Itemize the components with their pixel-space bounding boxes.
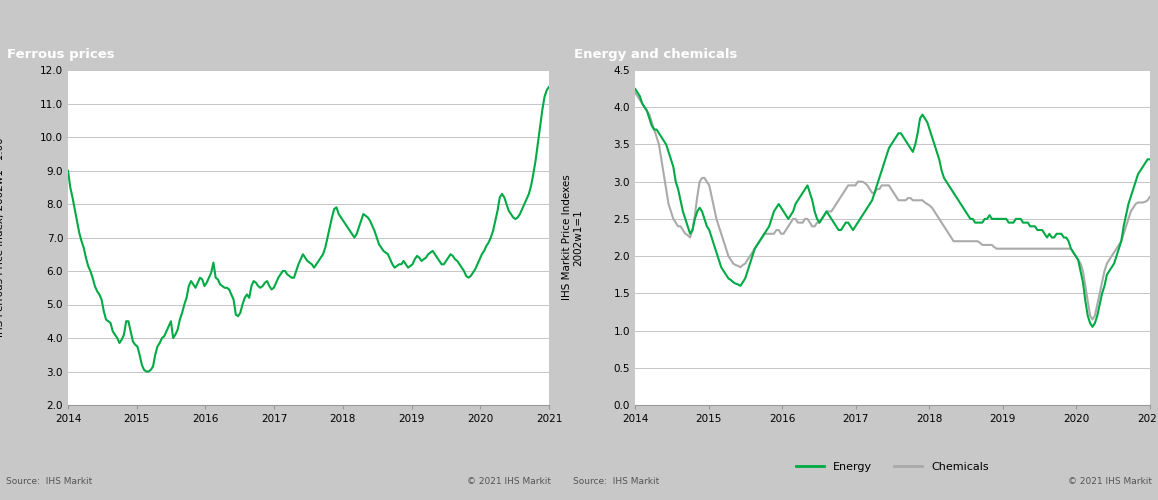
Legend: Energy, Chemicals: Energy, Chemicals xyxy=(792,458,994,476)
Text: © 2021 IHS Markit: © 2021 IHS Markit xyxy=(467,478,551,486)
Text: Energy and chemicals: Energy and chemicals xyxy=(574,48,738,61)
Y-axis label: IHS Markit Price Indexes
2002w1=1: IHS Markit Price Indexes 2002w1=1 xyxy=(562,174,584,300)
Text: © 2021 IHS Markit: © 2021 IHS Markit xyxy=(1068,478,1152,486)
Y-axis label: IHS Ferrous Price Index, 2002w1=1.00: IHS Ferrous Price Index, 2002w1=1.00 xyxy=(0,138,6,338)
Text: Source:  IHS Markit: Source: IHS Markit xyxy=(6,478,91,486)
Text: Source:  IHS Markit: Source: IHS Markit xyxy=(573,478,659,486)
Text: Ferrous prices: Ferrous prices xyxy=(7,48,115,61)
